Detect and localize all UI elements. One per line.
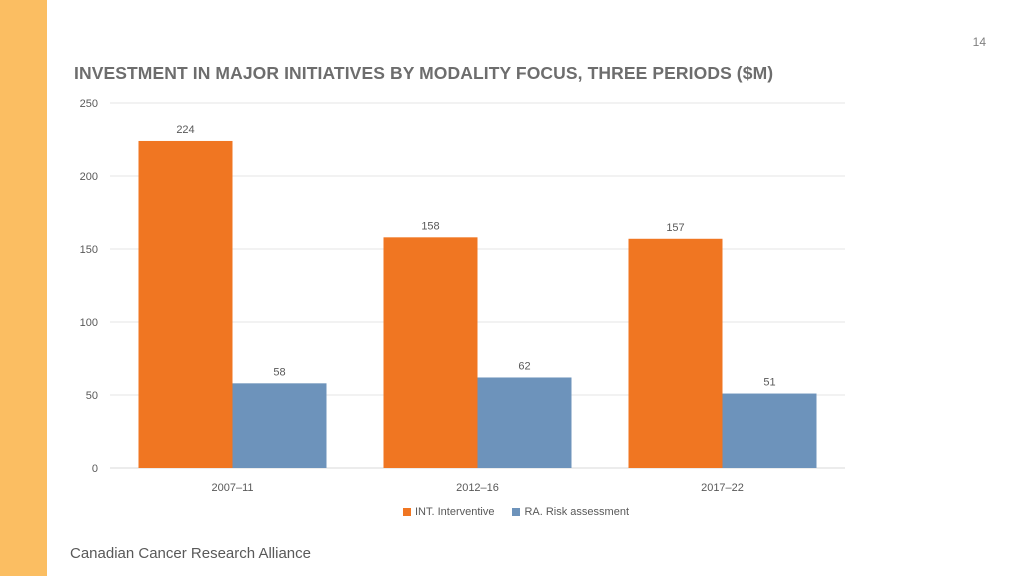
y-tick-label: 150 bbox=[80, 244, 98, 256]
bar bbox=[138, 140, 233, 468]
data-label: 224 bbox=[176, 124, 194, 136]
chart-legend: INT. Interventive RA. Risk assessment bbox=[0, 506, 1024, 518]
footer-organization: Canadian Cancer Research Alliance bbox=[70, 545, 311, 562]
bar bbox=[383, 237, 478, 468]
bar bbox=[477, 377, 572, 468]
y-tick-label: 100 bbox=[80, 317, 98, 329]
y-tick-label: 200 bbox=[80, 171, 98, 183]
bar bbox=[628, 238, 723, 468]
x-tick-label: 2017–22 bbox=[701, 482, 744, 494]
bar bbox=[232, 383, 327, 468]
legend-item-risk-assessment: RA. Risk assessment bbox=[512, 506, 629, 518]
y-tick-label: 0 bbox=[92, 463, 98, 475]
data-label: 158 bbox=[421, 220, 439, 232]
page-number: 14 bbox=[972, 35, 986, 49]
x-tick-label: 2007–11 bbox=[211, 482, 253, 494]
legend-label-interventive: INT. Interventive bbox=[414, 506, 495, 518]
legend-swatch-risk-assessment bbox=[512, 508, 521, 516]
side-accent-bar bbox=[0, 0, 47, 576]
y-tick-label: 250 bbox=[80, 98, 98, 110]
x-tick-label: 2012–16 bbox=[456, 482, 499, 494]
legend-swatch-interventive bbox=[402, 508, 411, 516]
legend-item-interventive: INT. Interventive bbox=[402, 506, 495, 518]
legend-label-risk-assessment: RA. Risk assessment bbox=[524, 506, 629, 518]
data-label: 58 bbox=[273, 366, 285, 378]
bar bbox=[722, 393, 817, 468]
chart-title: INVESTMENT IN MAJOR INITIATIVES BY MODAL… bbox=[74, 63, 774, 83]
y-tick-label: 50 bbox=[86, 390, 98, 402]
data-label: 51 bbox=[763, 377, 775, 389]
data-label: 62 bbox=[518, 360, 530, 372]
data-label: 157 bbox=[666, 222, 684, 234]
